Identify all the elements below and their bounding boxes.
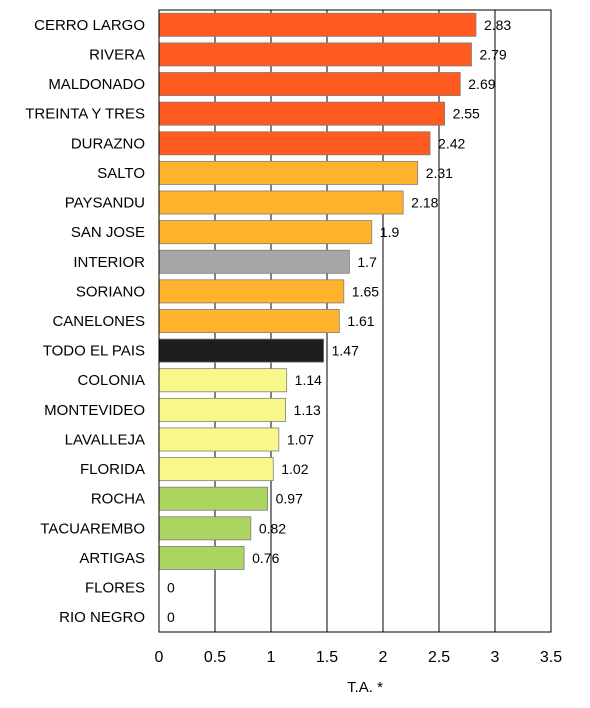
- bar: [158, 279, 345, 304]
- x-tick-label: 2.5: [428, 649, 450, 666]
- category-label: TACUAREMBO: [40, 520, 145, 537]
- bar: [158, 42, 472, 67]
- x-tick-label: 0: [155, 649, 164, 666]
- category-label: PAYSANDU: [65, 195, 145, 212]
- category-label: FLORIDA: [80, 461, 145, 478]
- category-label: SAN JOSE: [71, 224, 145, 241]
- value-labels: 2.83 2.79 2.69 2.55 2.42 2.31 2.18 1.91.7 1.65 1.…: [167, 17, 511, 625]
- value-label: 1.65: [352, 283, 379, 299]
- value-label: 1.14: [295, 372, 322, 388]
- value-label: 1.02: [281, 461, 308, 477]
- bar: [158, 131, 431, 156]
- bar: [158, 101, 446, 126]
- value-label: 0: [167, 609, 175, 625]
- category-label: ROCHA: [91, 491, 145, 508]
- category-label: CERRO LARGO: [34, 17, 145, 34]
- bar: [158, 368, 288, 393]
- value-label: 1.61: [347, 313, 374, 329]
- category-label: FLORES: [85, 580, 145, 597]
- value-label: 1.7: [357, 254, 377, 270]
- bar: [158, 249, 350, 274]
- category-labels: CERRO LARGO RIVERA MALDONADO TREINTA Y TRES…: [25, 17, 145, 626]
- bar: [158, 516, 252, 541]
- value-label: 1.9: [380, 224, 400, 240]
- category-label: SORIANO: [76, 283, 145, 300]
- value-label: 2.79: [479, 46, 506, 62]
- value-label: 2.18: [411, 195, 438, 211]
- x-axis-title: T.A. *: [347, 679, 383, 696]
- bar: [158, 338, 325, 363]
- bars: [158, 12, 477, 570]
- category-label: MONTEVIDEO: [44, 402, 145, 419]
- value-label: 0.82: [259, 520, 286, 536]
- x-tick-label: 1.5: [316, 649, 338, 666]
- bar: [158, 160, 419, 185]
- bar: [158, 457, 274, 482]
- value-label: 2.31: [426, 165, 453, 181]
- category-label: RIVERA: [89, 46, 145, 63]
- bar: [158, 309, 340, 333]
- bar: [158, 72, 461, 96]
- bar: [158, 190, 404, 215]
- category-label: TODO EL PAIS: [43, 343, 145, 360]
- category-label: INTERIOR: [73, 254, 145, 271]
- value-label: 0.97: [276, 491, 303, 507]
- category-label: SALTO: [97, 165, 145, 182]
- category-label: RIO NEGRO: [59, 609, 145, 626]
- category-label: MALDONADO: [48, 76, 145, 93]
- bar: [158, 220, 373, 245]
- x-tick-label: 2: [379, 649, 388, 666]
- category-label: CANELONES: [52, 313, 145, 330]
- value-label: 0.76: [252, 550, 279, 566]
- value-label: 2.42: [438, 135, 465, 151]
- x-tick-label: 0.5: [204, 649, 226, 666]
- x-tick-label: 3: [491, 649, 500, 666]
- category-label: DURAZNO: [71, 135, 145, 152]
- bar: [158, 546, 245, 570]
- category-label: LAVALLEJA: [65, 431, 145, 448]
- bar: [158, 427, 280, 452]
- bar: [158, 486, 269, 511]
- bar: [158, 12, 477, 37]
- x-tick-label: 1: [267, 649, 276, 666]
- category-label: COLONIA: [77, 372, 145, 389]
- category-label: ARTIGAS: [79, 550, 145, 567]
- plot-frame: [158, 9, 552, 633]
- category-label: TREINTA Y TRES: [25, 106, 145, 123]
- x-tick-labels: 0 0.5 1 1.5 2 2.5 3 3.5: [155, 649, 563, 666]
- value-label: 2.83: [484, 17, 511, 33]
- value-label: 1.13: [294, 402, 321, 418]
- value-label: 0: [167, 580, 175, 596]
- x-tick-label: 3.5: [540, 649, 562, 666]
- value-label: 1.07: [287, 431, 314, 447]
- value-label: 1.47: [332, 343, 359, 359]
- bar: [158, 397, 286, 422]
- value-label: 2.55: [453, 106, 480, 122]
- value-label: 2.69: [468, 76, 495, 92]
